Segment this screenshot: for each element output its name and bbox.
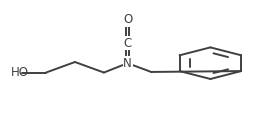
Text: HO: HO — [11, 66, 28, 79]
Text: O: O — [123, 13, 132, 26]
Text: N: N — [123, 57, 132, 70]
Text: C: C — [123, 37, 132, 50]
